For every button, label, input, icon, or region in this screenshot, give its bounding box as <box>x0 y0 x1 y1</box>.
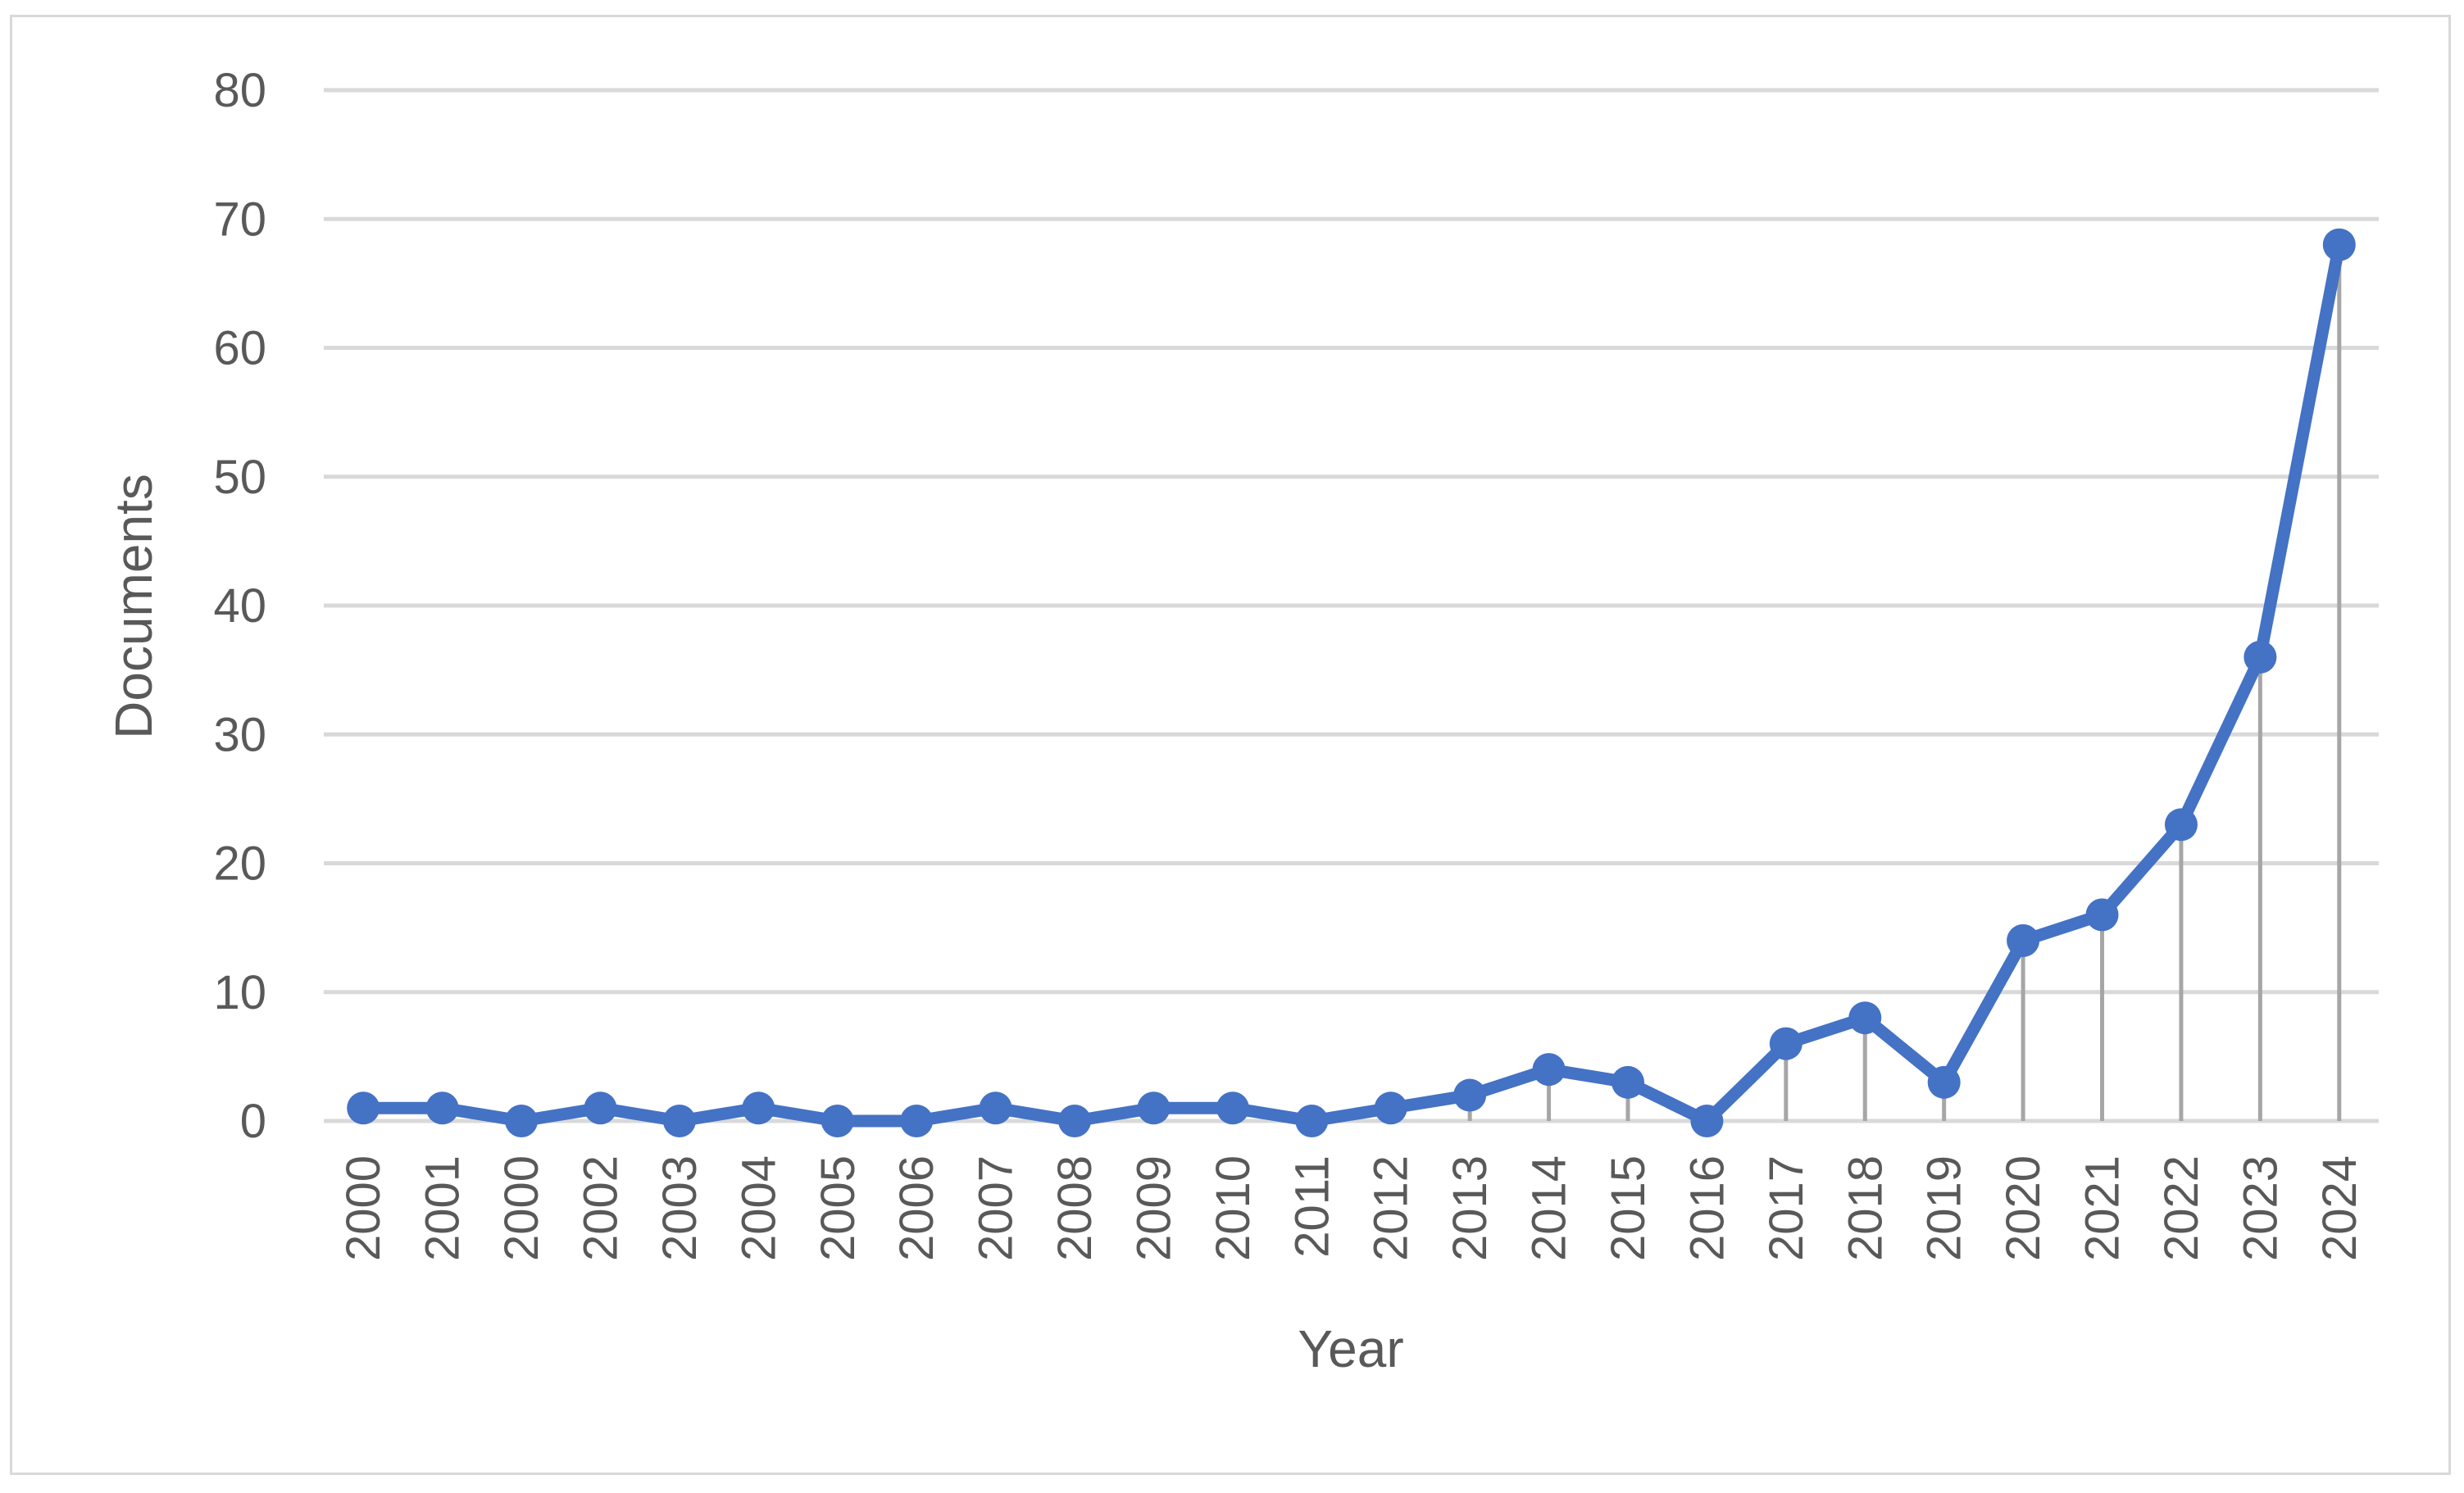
x-tick-label: 2016 <box>1680 1155 1734 1261</box>
data-point <box>2085 898 2119 932</box>
x-axis-tick-labels: 2000 2001 2000 2002 2003 2004 2005 2006 2007 2008… <box>337 1155 2366 1261</box>
x-tick-label: 2018 <box>1839 1155 1892 1261</box>
data-points <box>347 228 2356 1137</box>
data-point <box>742 1091 775 1125</box>
data-point <box>900 1105 934 1137</box>
y-tick-label: 80 <box>213 64 266 117</box>
series-line <box>357 238 2346 1128</box>
gridlines <box>324 88 2379 1123</box>
x-tick-label: 2017 <box>1760 1155 1813 1261</box>
x-tick-label: 2022 <box>2155 1155 2208 1261</box>
y-tick-label: 60 <box>213 322 266 375</box>
data-point <box>1769 1027 1803 1060</box>
x-tick-label: 2001 <box>416 1155 470 1261</box>
data-point <box>505 1105 539 1137</box>
data-point <box>425 1091 459 1125</box>
x-tick-label: 2000 <box>495 1155 548 1261</box>
chart-frame <box>10 15 2451 1475</box>
data-point <box>1374 1091 1407 1125</box>
data-point <box>2164 808 2198 842</box>
data-point <box>1532 1053 1566 1087</box>
x-tick-label: 2010 <box>1207 1155 1260 1261</box>
x-tick-label: 2013 <box>1443 1155 1497 1261</box>
data-point <box>1295 1105 1329 1137</box>
y-axis-tick-labels: 0 10 20 30 40 50 60 70 80 <box>213 64 266 1148</box>
x-axis-title: Year <box>1298 1319 1403 1378</box>
data-point <box>1611 1065 1644 1099</box>
x-tick-label: 2021 <box>2076 1155 2130 1261</box>
data-point <box>1848 1001 1882 1035</box>
data-point <box>821 1105 854 1137</box>
data-point <box>1058 1105 1092 1137</box>
y-tick-label: 50 <box>213 451 266 504</box>
y-tick-label: 30 <box>213 708 266 761</box>
x-tick-label: 2023 <box>2234 1155 2287 1261</box>
x-tick-label: 2008 <box>1048 1155 1102 1261</box>
y-tick-label: 40 <box>213 579 266 633</box>
data-point <box>2244 640 2277 674</box>
y-tick-label: 10 <box>213 966 266 1019</box>
x-tick-label: 2014 <box>1523 1155 1576 1261</box>
data-point <box>2322 228 2356 261</box>
x-tick-label: 2000 <box>337 1155 390 1261</box>
data-point <box>2007 923 2040 957</box>
x-tick-label: 2005 <box>811 1155 865 1261</box>
x-tick-label: 2006 <box>890 1155 943 1261</box>
x-tick-label: 2002 <box>574 1155 627 1261</box>
x-tick-label: 2020 <box>1997 1155 2050 1261</box>
data-point <box>979 1091 1012 1125</box>
data-point <box>1927 1065 1961 1099</box>
y-tick-label: 20 <box>213 837 266 891</box>
x-tick-label: 2004 <box>732 1155 785 1261</box>
series-line-layer <box>357 238 2346 1128</box>
data-point <box>1690 1105 1724 1137</box>
x-tick-label: 2024 <box>2313 1155 2366 1261</box>
x-tick-label: 2011 <box>1285 1155 1339 1258</box>
x-tick-label: 2007 <box>970 1155 1023 1261</box>
x-tick-label: 2019 <box>1918 1155 1971 1261</box>
x-tick-label: 2012 <box>1365 1155 1418 1261</box>
y-tick-label: 70 <box>213 193 266 246</box>
data-point <box>662 1105 696 1137</box>
data-point <box>584 1091 617 1125</box>
drop-lines <box>361 244 2342 1121</box>
y-axis-title: Documents <box>104 474 163 739</box>
data-point <box>1216 1091 1249 1125</box>
y-tick-label: 0 <box>240 1095 266 1148</box>
data-point <box>1137 1091 1171 1125</box>
data-point <box>1453 1078 1487 1112</box>
x-tick-label: 2015 <box>1602 1155 1655 1261</box>
data-point <box>347 1091 380 1125</box>
x-tick-label: 2003 <box>653 1155 707 1261</box>
x-tick-label: 2009 <box>1127 1155 1180 1261</box>
